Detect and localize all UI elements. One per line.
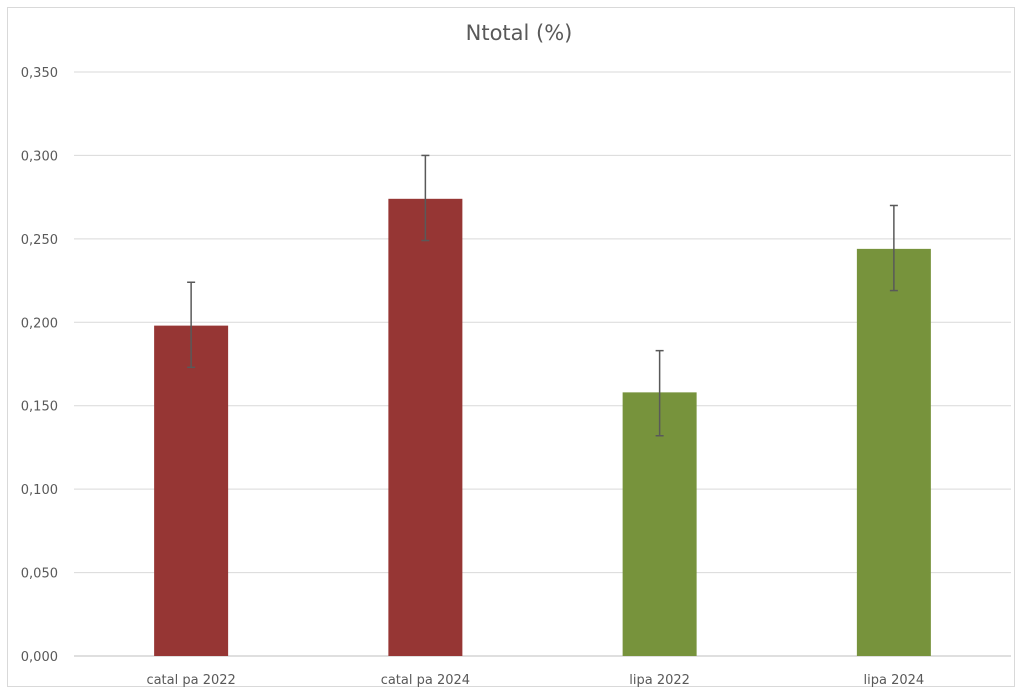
y-tick-label: 0,100 [21,483,58,498]
x-tick-label: catal pa 2024 [381,673,470,688]
y-tick-label: 0,000 [21,650,58,665]
bar-catalpa-2024 [388,198,463,656]
y-axis-ticks: 0,000 0,050 0,100 0,150 0,200 0,250 0,300 0,350 [21,66,58,665]
x-axis-ticks: catal pa 2022 catal pa 2024 lipa 2022 lipa … [146,673,924,688]
gridlines [74,71,1011,657]
bar-catalpa-2022 [154,325,229,656]
y-tick-label: 0,050 [21,567,58,582]
error-bar-catalpa-2022 [187,281,196,369]
bars [154,198,931,656]
x-tick-label: lipa 2022 [629,673,690,688]
bar-lipa-2024 [856,248,931,656]
x-tick-label: lipa 2024 [864,673,925,688]
y-tick-label: 0,200 [21,316,58,331]
x-tick-label: catal pa 2022 [146,673,235,688]
error-bar-lipa-2024 [889,204,898,292]
error-bars [187,154,898,437]
y-tick-label: 0,350 [21,66,58,81]
y-tick-label: 0,250 [21,233,58,248]
chart-title: Ntotal (%) [466,21,573,45]
error-bar-lipa-2022 [655,349,664,437]
error-bar-catalpa-2024 [421,154,430,242]
y-tick-label: 0,150 [21,400,58,415]
y-tick-label: 0,300 [21,149,58,164]
